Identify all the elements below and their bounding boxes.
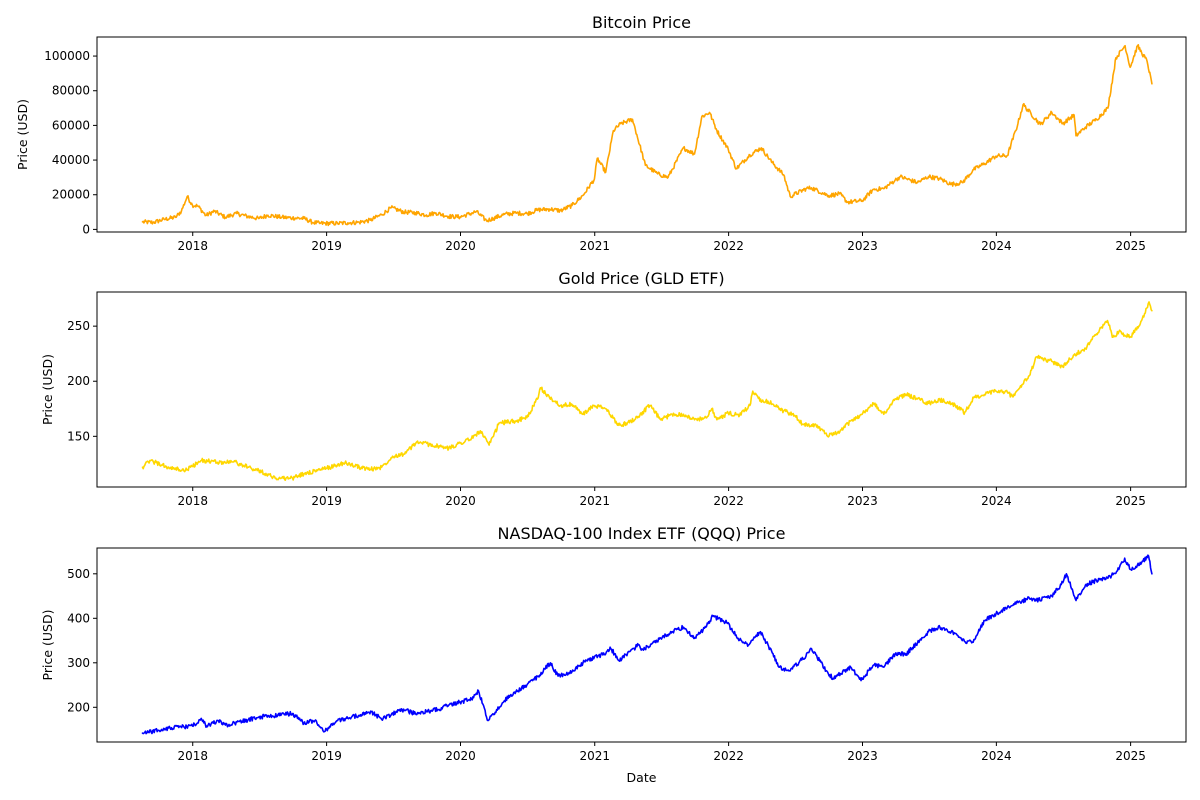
y-tick-label: 40000: [52, 153, 90, 167]
bitcoin-price-line: [141, 44, 1153, 227]
x-tick-label: 2020: [445, 239, 476, 253]
y-tick-label: 0: [82, 222, 90, 236]
y-tick-label: 200: [67, 374, 90, 388]
gold-price-chart: Gold Price (GLD ETF) Price (USD) 2018 201…: [40, 269, 1187, 508]
y-axis-label: Price (USD): [40, 610, 55, 681]
y-tick-label: 500: [67, 567, 90, 581]
y-tick-label: 20000: [52, 188, 90, 202]
qqq-price-line: [141, 554, 1153, 735]
y-axis-ticks: 200 300 400 500: [67, 567, 97, 714]
y-tick-label: 100000: [44, 49, 90, 63]
plot-frame: [96, 291, 1187, 488]
y-axis-ticks: 0 20000 40000 60000 80000 100000: [44, 49, 97, 236]
x-tick-label: 2018: [177, 494, 208, 508]
x-tick-label: 2023: [847, 494, 878, 508]
y-tick-label: 250: [67, 319, 90, 333]
x-tick-label: 2025: [1115, 494, 1146, 508]
x-tick-label: 2024: [981, 494, 1012, 508]
x-tick-label: 2025: [1115, 239, 1146, 253]
x-tick-label: 2022: [713, 494, 744, 508]
x-tick-label: 2022: [713, 239, 744, 253]
y-tick-label: 60000: [52, 118, 90, 132]
bitcoin-price-chart: Bitcoin Price Price (USD) 2018 2019 2020 20…: [15, 13, 1187, 253]
gold-price-line: [141, 301, 1153, 481]
x-tick-label: 2025: [1115, 749, 1146, 763]
x-axis-label: Date: [627, 770, 657, 785]
y-axis-label: Price (USD): [15, 99, 30, 170]
y-axis-ticks: 150 200 250: [67, 319, 97, 443]
x-tick-label: 2018: [177, 239, 208, 253]
x-tick-label: 2022: [713, 749, 744, 763]
x-tick-label: 2024: [981, 239, 1012, 253]
x-tick-label: 2019: [311, 749, 342, 763]
chart-title: NASDAQ-100 Index ETF (QQQ) Price: [498, 524, 786, 543]
plot-frame: [96, 36, 1187, 233]
x-axis-ticks: 2018 2019 2020 2021 2022 2023 2024 2025: [177, 487, 1146, 508]
y-tick-label: 150: [67, 429, 90, 443]
x-tick-label: 2019: [311, 239, 342, 253]
x-tick-label: 2024: [981, 749, 1012, 763]
x-axis-ticks: 2018 2019 2020 2021 2022 2023 2024 2025: [177, 232, 1146, 253]
x-tick-label: 2019: [311, 494, 342, 508]
x-axis-ticks: 2018 2019 2020 2021 2022 2023 2024 2025: [177, 742, 1146, 763]
qqq-price-chart: NASDAQ-100 Index ETF (QQQ) Price Price (…: [40, 524, 1187, 785]
plot-background: [97, 37, 1186, 232]
x-tick-label: 2021: [579, 239, 610, 253]
plot-background: [97, 292, 1186, 487]
x-tick-label: 2018: [177, 749, 208, 763]
plot-background: [97, 548, 1186, 742]
chart-title: Bitcoin Price: [592, 13, 691, 32]
y-axis-label: Price (USD): [40, 354, 55, 425]
x-tick-label: 2023: [847, 749, 878, 763]
y-tick-label: 400: [67, 611, 90, 625]
x-tick-label: 2023: [847, 239, 878, 253]
x-tick-label: 2020: [445, 494, 476, 508]
x-tick-label: 2021: [579, 749, 610, 763]
x-tick-label: 2021: [579, 494, 610, 508]
x-tick-label: 2020: [445, 749, 476, 763]
chart-title: Gold Price (GLD ETF): [558, 269, 724, 288]
y-tick-label: 300: [67, 656, 90, 670]
y-tick-label: 80000: [52, 84, 90, 98]
plot-frame: [96, 547, 1187, 743]
y-tick-label: 200: [67, 700, 90, 714]
